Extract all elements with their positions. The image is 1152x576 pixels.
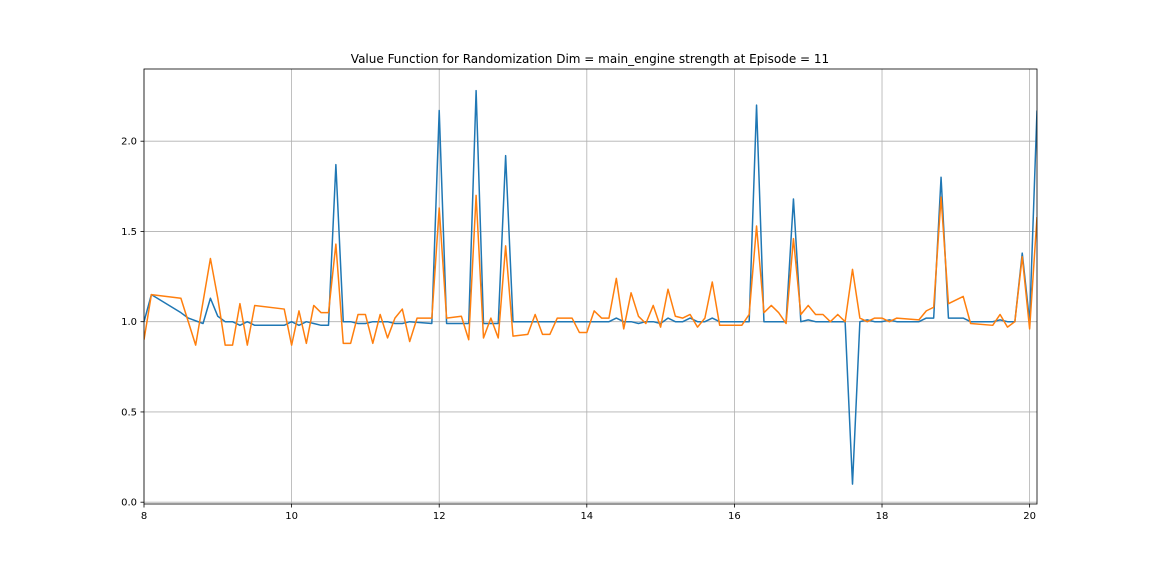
chart-title: Value Function for Randomization Dim = m… [351, 52, 829, 66]
y-tick-label: 1.0 [121, 317, 137, 328]
x-tick-label: 10 [285, 511, 298, 522]
plot-area [144, 69, 1037, 504]
x-tick-label: 12 [433, 511, 446, 522]
series-layer [144, 89, 1037, 485]
x-tick-label: 8 [141, 511, 147, 522]
y-tick-label: 1.5 [121, 227, 137, 238]
series-line-1 [144, 89, 1037, 485]
x-tick-label: 16 [728, 511, 741, 522]
y-tick-label: 2.0 [121, 137, 137, 148]
series-line-2 [144, 194, 1037, 346]
y-tick-label: 0.5 [121, 407, 137, 418]
axes-layer: 8 10 12 14 16 18 20 0.0 0.5 1.0 1.5 2.0 [121, 68, 1038, 522]
x-tick-label: 20 [1023, 511, 1036, 522]
y-tick-label: 0.0 [121, 498, 137, 509]
x-tick-label: 14 [580, 511, 593, 522]
x-tick-label: 18 [876, 511, 889, 522]
axes-frame [143, 68, 1038, 505]
